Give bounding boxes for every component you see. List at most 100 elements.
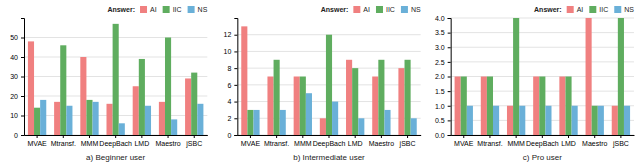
bar <box>513 18 519 135</box>
bar <box>624 106 630 135</box>
legend-item: AI <box>140 6 157 13</box>
bar <box>34 108 40 135</box>
y-tick-mark <box>448 135 451 136</box>
y-tick-label: 40 <box>10 54 18 61</box>
bar <box>171 119 177 135</box>
bar <box>66 106 72 135</box>
x-tick-label: MVAE <box>454 140 474 147</box>
y-tick-label: 20 <box>10 93 18 100</box>
bar-series <box>241 26 404 135</box>
x-tick-label: DeepBach <box>526 140 559 148</box>
y-tick-label: 0 <box>14 132 18 139</box>
bar-series <box>467 106 630 135</box>
y-tick-mark <box>234 118 237 119</box>
y-tick: 12 <box>224 31 238 38</box>
x-tick: Maestro <box>582 135 607 147</box>
bar <box>487 77 493 136</box>
bar <box>398 68 404 135</box>
bar <box>280 110 286 135</box>
bar <box>139 59 145 135</box>
bar <box>618 18 624 135</box>
y-tick-label: 12 <box>224 31 232 38</box>
x-tick-label: DeepBach <box>313 140 346 148</box>
grid <box>451 18 634 135</box>
x-tick: MVAE <box>27 135 47 147</box>
bar <box>332 102 338 135</box>
x-tick-mark <box>141 135 142 138</box>
x-tick: jSBC <box>612 135 629 148</box>
y-tick: 10 <box>224 48 238 55</box>
y-tick-label: 0.0 <box>435 132 445 139</box>
x-tick-mark <box>194 135 195 138</box>
y-tick: 0.0 <box>435 132 451 139</box>
bar <box>253 110 259 135</box>
bar <box>320 118 326 135</box>
bar <box>93 102 99 135</box>
bar <box>300 77 306 136</box>
y-tick-label: 4 <box>227 98 231 105</box>
x-tick-mark <box>302 135 303 138</box>
legend-swatch <box>163 6 170 13</box>
x-tick-mark <box>355 135 356 138</box>
x-tick-label: Mtransf. <box>51 140 76 147</box>
x-tick-mark <box>568 135 569 138</box>
legend: Answer:AIIICNS <box>321 6 421 13</box>
x-tick-label: LMD <box>134 140 149 147</box>
bar <box>241 26 247 135</box>
y-tick-mark <box>448 62 451 63</box>
y-tick: 4 <box>227 98 237 105</box>
y-axis: 024681012 <box>224 19 238 139</box>
x-tick-label: Maestro <box>582 140 607 147</box>
y-tick: 2 <box>227 115 237 122</box>
x-tick-mark <box>463 135 464 138</box>
bar <box>133 86 139 135</box>
x-tick-mark <box>329 135 330 138</box>
y-tick-label: 50 <box>10 34 18 41</box>
legend-swatch <box>376 6 383 13</box>
x-tick: Maestro <box>369 135 394 147</box>
x-tick-label: DeepBach <box>99 140 132 148</box>
x-axis: MVAEMtransf.MMMDeepBachLMDMaestrojSBC <box>238 135 421 148</box>
grid-line <box>451 18 634 19</box>
x-tick-mark <box>168 135 169 138</box>
y-tick-label: 2.0 <box>435 73 445 80</box>
bar <box>586 18 592 135</box>
y-tick: 3.0 <box>435 44 451 51</box>
y-tick: 8 <box>227 65 237 72</box>
x-tick-mark <box>594 135 595 138</box>
y-tick-mark <box>21 116 24 117</box>
y-tick-mark <box>234 135 237 136</box>
x-tick-mark <box>407 135 408 138</box>
bar <box>358 118 364 135</box>
x-tick-label: jSBC <box>399 140 416 148</box>
legend-title: Answer: <box>534 6 562 13</box>
y-tick: 1.5 <box>435 88 451 95</box>
x-tick-mark <box>250 135 251 138</box>
y-tick-label: 2.5 <box>435 59 445 66</box>
bar-series <box>34 24 197 135</box>
x-tick-label: MVAE <box>27 140 47 147</box>
bar <box>455 77 461 136</box>
legend-swatch <box>567 6 574 13</box>
panel: MVAEMtransf.MMMDeepBachLMDMaestrojSBC024… <box>224 6 422 162</box>
legend-item: AI <box>353 6 370 13</box>
y-tick: 4.0 <box>435 15 451 22</box>
bar <box>107 104 113 135</box>
bar <box>294 77 300 136</box>
bar <box>247 110 253 135</box>
x-tick: jSBC <box>185 135 202 148</box>
x-axis-line <box>238 135 421 136</box>
grid-line <box>451 32 634 33</box>
y-tick-label: 10 <box>10 112 18 119</box>
legend: Answer:AIIICNS <box>534 6 634 13</box>
y-tick-mark <box>448 91 451 92</box>
x-tick: MMM <box>81 135 99 147</box>
y-tick-label: 8 <box>227 65 231 72</box>
bar <box>191 73 197 135</box>
legend-label: NS <box>198 6 208 13</box>
bar <box>545 106 551 135</box>
y-tick-mark <box>448 33 451 34</box>
x-tick-label: MMM <box>294 140 312 147</box>
y-tick-label: 10 <box>224 48 232 55</box>
x-tick-mark <box>63 135 64 138</box>
